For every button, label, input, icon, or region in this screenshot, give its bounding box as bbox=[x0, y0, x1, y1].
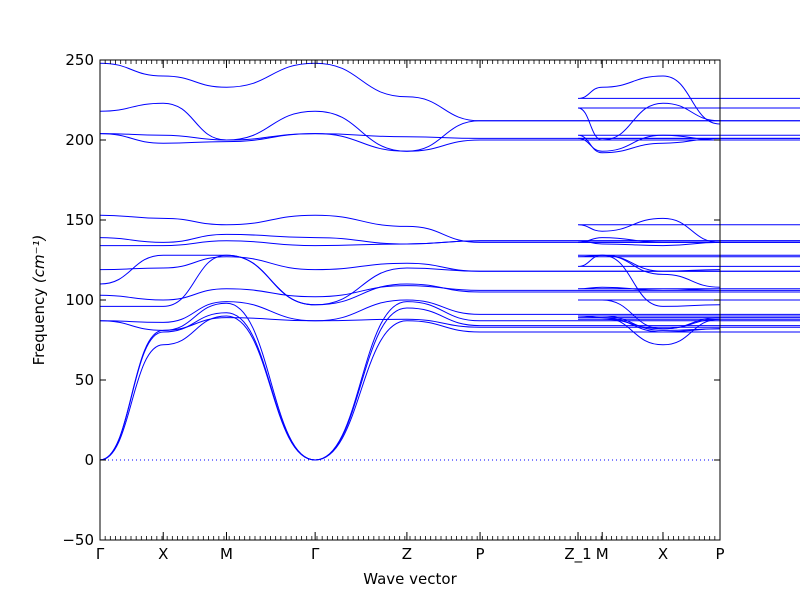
x-tick-label: P bbox=[715, 545, 724, 563]
y-tick-label: 150 bbox=[65, 211, 94, 229]
x-tick-label: Γ bbox=[311, 545, 320, 563]
band-line-14 bbox=[99, 133, 800, 154]
y-tick-label: 0 bbox=[84, 451, 94, 469]
y-tick-label: 100 bbox=[65, 291, 94, 309]
band-line-4 bbox=[99, 317, 800, 331]
band-line-2 bbox=[99, 307, 800, 461]
x-tick-label: X bbox=[158, 545, 168, 563]
band-line-8 bbox=[99, 254, 800, 306]
plot-frame bbox=[99, 59, 721, 541]
x-tick-label: X bbox=[658, 545, 668, 563]
band-line-13 bbox=[99, 133, 800, 152]
band-line-16 bbox=[99, 62, 800, 125]
band-line-1 bbox=[99, 315, 800, 461]
band-line-12 bbox=[99, 214, 800, 243]
x-tick-label: Γ bbox=[96, 545, 105, 563]
band-line-5 bbox=[99, 299, 800, 330]
y-tick-label: 200 bbox=[65, 131, 94, 149]
minor-ticks bbox=[99, 60, 721, 540]
x-tick-label: M bbox=[220, 545, 233, 563]
y-axis-title: Frequency (cm⁻¹) bbox=[30, 235, 48, 366]
x-tick-label: M bbox=[596, 545, 609, 563]
y-tick-label: −50 bbox=[62, 531, 94, 549]
y-tick-label: 250 bbox=[65, 51, 94, 69]
x-axis-title: Wave vector bbox=[363, 570, 457, 588]
x-tick-label: Z_1 bbox=[564, 545, 591, 564]
y-axis-title-text: Frequency bbox=[30, 288, 48, 366]
band-line-7 bbox=[99, 285, 800, 301]
band-line-9 bbox=[99, 254, 800, 272]
y-tick-label: 50 bbox=[75, 371, 94, 389]
x-tick-label: Z bbox=[402, 545, 412, 563]
band-line-15 bbox=[99, 102, 800, 152]
y-axis-title-unit: (cm⁻¹) bbox=[30, 235, 48, 284]
band-lines bbox=[99, 62, 800, 461]
band-line-3 bbox=[99, 301, 800, 461]
x-tick-label: P bbox=[476, 545, 485, 563]
band-line-6 bbox=[99, 254, 800, 307]
band-line-11 bbox=[99, 233, 800, 245]
